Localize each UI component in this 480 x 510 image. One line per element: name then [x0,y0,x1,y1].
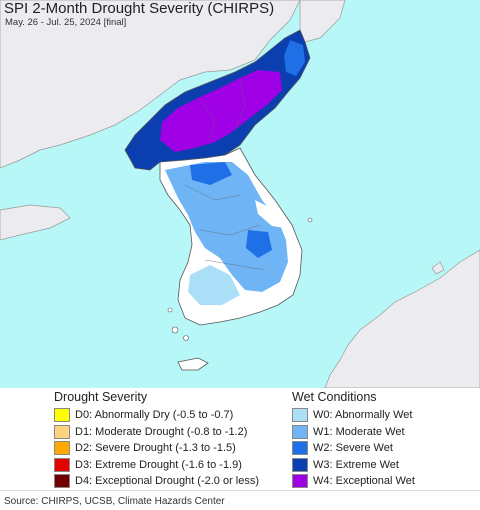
shandong-land [0,204,71,241]
legend-label: D0: Abnormally Dry (-0.5 to -0.7) [75,409,234,422]
legend-label: D4: Exceptional Drought (-2.0 or less) [75,475,260,488]
wet-legend-heading: Wet Conditions [292,390,377,404]
sk-abnormally-wet [188,265,240,305]
legend-item-w4: W4: Exceptional Wet [292,473,415,490]
nk-exceptional-wet [160,70,282,152]
legend-swatch [292,457,308,472]
province-borders [184,79,266,271]
legend-item-d0: D0: Abnormally Dry (-0.5 to -0.7) [54,407,259,424]
drought-legend-heading: Drought Severity [54,390,148,404]
legend-item-w3: W3: Extreme Wet [292,457,415,474]
legend-item-w2: W2: Severe Wet [292,440,415,457]
source-text: Source: CHIRPS, UCSB, Climate Hazards Ce… [4,496,225,507]
sk-moderate-wet [165,162,288,292]
drought-legend: Drought Severity D0: Abnormally Dry (-0.… [54,388,259,490]
legend-item-d1: D1: Moderate Drought (-0.8 to -1.2) [54,424,259,441]
sk-normal-east [255,200,285,228]
legend-swatch [54,408,70,423]
map-subtitle: May. 26 - Jul. 25, 2024 [final] [5,17,127,28]
legend-swatch [54,457,70,472]
drought-map [0,0,480,388]
legend-label: W0: Abnormally Wet [313,409,413,422]
footer-divider [0,490,480,491]
legend-item-d2: D2: Severe Drought (-1.3 to -1.5) [54,440,259,457]
legend-swatch [54,424,70,439]
japan-land [324,249,480,388]
nk-severe-wet [284,40,305,76]
legend-item-d4: D4: Exceptional Drought (-2.0 or less) [54,473,259,490]
legend-item-d3: D3: Extreme Drought (-1.6 to -1.9) [54,457,259,474]
islet [171,326,179,334]
map-svg [0,0,480,388]
jeju [177,357,209,371]
legend-swatch [54,474,70,489]
legend-swatch [292,441,308,456]
legend-swatch [54,441,70,456]
legend-swatch [292,424,308,439]
legend: Drought Severity D0: Abnormally Dry (-0.… [0,388,480,490]
legend-label: W1: Moderate Wet [313,425,405,438]
japan-islet [431,261,445,275]
legend-item-w0: W0: Abnormally Wet [292,407,415,424]
legend-label: D3: Extreme Drought (-1.6 to -1.9) [75,458,242,471]
legend-label: W3: Extreme Wet [313,458,399,471]
legend-swatch [292,474,308,489]
islet [167,307,173,313]
legend-label: W2: Severe Wet [313,442,393,455]
sk-severe-wet-1 [190,162,232,185]
china-land [0,0,301,169]
map-title: SPI 2-Month Drought Severity (CHIRPS) [4,0,275,17]
islet [183,335,189,341]
legend-label: D1: Moderate Drought (-0.8 to -1.2) [75,425,248,438]
wet-legend: Wet Conditions W0: Abnormally Wet W1: Mo… [292,388,415,490]
legend-swatch [292,408,308,423]
legend-item-w1: W1: Moderate Wet [292,424,415,441]
sk-severe-wet-2 [246,230,272,258]
islet [307,217,313,223]
legend-label: D2: Severe Drought (-1.3 to -1.5) [75,442,236,455]
legend-label: W4: Exceptional Wet [313,475,415,488]
